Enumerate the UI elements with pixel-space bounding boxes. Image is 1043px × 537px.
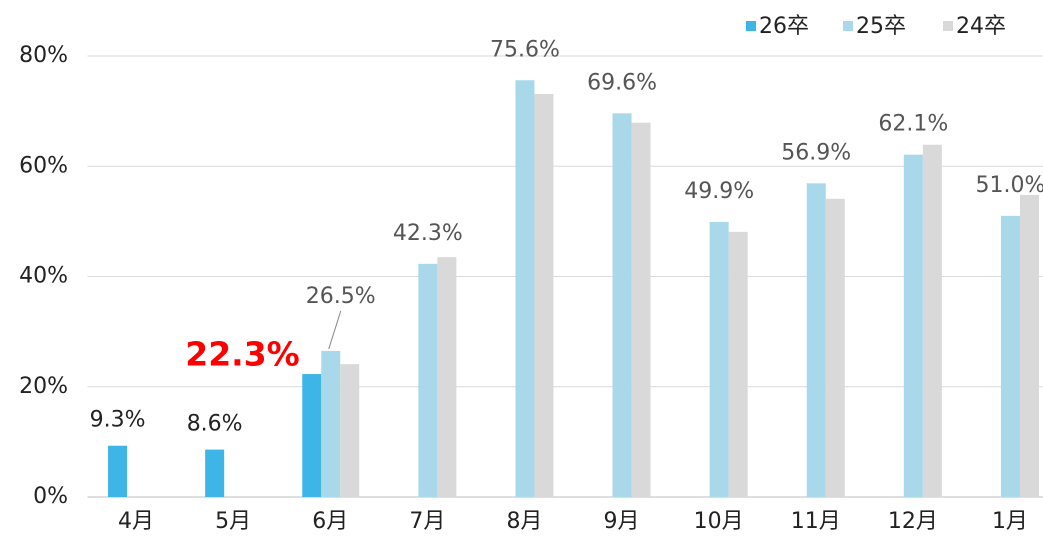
value-label: 9.3%	[90, 408, 146, 433]
bar	[108, 445, 128, 497]
leader-line	[328, 310, 342, 350]
value-label: 49.9%	[684, 179, 754, 204]
x-tick-label: 6月	[312, 509, 348, 534]
value-label: 42.3%	[393, 221, 463, 246]
bar	[1000, 215, 1020, 498]
value-label: 51.0%	[976, 173, 1043, 198]
bar	[1019, 194, 1039, 498]
bar	[825, 198, 845, 497]
y-tick-label: 40%	[19, 264, 68, 289]
value-label: 56.9%	[781, 140, 851, 165]
bar	[418, 263, 438, 497]
legend-label: 25卒	[856, 14, 906, 39]
value-label: 69.6%	[587, 70, 657, 95]
x-tick-label: 10月	[694, 509, 744, 534]
value-label: 26.5%	[306, 284, 376, 309]
x-tick-label: 7月	[409, 509, 445, 534]
bar	[806, 183, 826, 497]
bar	[302, 374, 322, 497]
x-tick-label: 12月	[888, 509, 938, 534]
bar	[631, 122, 651, 498]
x-tick-label: 4月	[118, 509, 154, 534]
legend-swatch	[746, 21, 756, 31]
y-tick-label: 80%	[19, 43, 68, 68]
bar	[205, 449, 225, 497]
x-tick-label: 1月	[992, 509, 1028, 534]
legend-label: 26卒	[759, 14, 809, 39]
y-tick-label: 60%	[19, 153, 68, 178]
bar	[612, 113, 632, 497]
x-tick-label: 8月	[506, 509, 542, 534]
legend-label: 24卒	[956, 14, 1006, 39]
bar	[340, 364, 360, 497]
value-label: 62.1%	[878, 112, 948, 137]
bar	[709, 221, 729, 497]
x-tick-label: 5月	[215, 509, 251, 534]
value-label: 75.6%	[490, 37, 560, 62]
bar	[437, 257, 457, 497]
y-tick-label: 0%	[33, 484, 68, 509]
y-tick-label: 20%	[19, 374, 68, 399]
x-tick-label: 9月	[604, 509, 640, 534]
bar	[903, 154, 923, 497]
value-label: 22.3%	[185, 335, 300, 374]
bar	[321, 350, 341, 497]
legend-swatch	[843, 21, 853, 31]
x-tick-label: 11月	[791, 509, 841, 534]
value-label: 8.6%	[187, 412, 243, 437]
bar	[728, 231, 748, 497]
bar	[922, 144, 942, 497]
bar	[515, 80, 535, 497]
bar	[534, 94, 554, 497]
legend-swatch	[943, 21, 953, 31]
